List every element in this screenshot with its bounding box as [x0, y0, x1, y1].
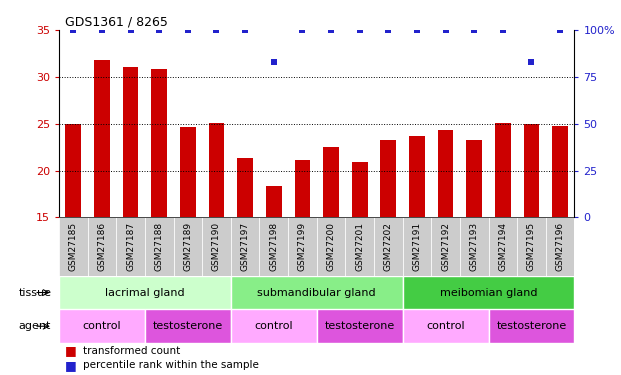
- Bar: [402, 276, 574, 309]
- Text: GSM27191: GSM27191: [412, 222, 422, 271]
- Bar: [546, 217, 574, 276]
- Text: GSM27192: GSM27192: [441, 222, 450, 271]
- Text: GSM27198: GSM27198: [270, 222, 278, 271]
- Bar: [94, 60, 110, 217]
- Bar: [231, 217, 260, 276]
- Bar: [231, 309, 317, 343]
- Bar: [438, 130, 453, 218]
- Point: [183, 27, 193, 33]
- Text: lacrimal gland: lacrimal gland: [105, 288, 184, 297]
- Bar: [152, 69, 167, 218]
- Text: GSM27195: GSM27195: [527, 222, 536, 271]
- Text: GSM27186: GSM27186: [97, 222, 106, 271]
- Point: [527, 59, 537, 65]
- Bar: [231, 276, 402, 309]
- Bar: [145, 217, 173, 276]
- Text: GSM27189: GSM27189: [183, 222, 193, 271]
- Bar: [294, 160, 310, 218]
- Bar: [180, 127, 196, 218]
- Bar: [317, 217, 345, 276]
- Bar: [381, 140, 396, 218]
- Text: ■: ■: [65, 358, 77, 372]
- Bar: [466, 140, 482, 218]
- Text: control: control: [426, 321, 465, 331]
- Text: GSM27187: GSM27187: [126, 222, 135, 271]
- Text: GSM27199: GSM27199: [298, 222, 307, 271]
- Bar: [402, 217, 431, 276]
- Bar: [517, 217, 546, 276]
- Bar: [495, 123, 510, 218]
- Point: [297, 27, 307, 33]
- Bar: [524, 124, 540, 218]
- Point: [355, 27, 365, 33]
- Bar: [288, 217, 317, 276]
- Bar: [345, 217, 374, 276]
- Point: [212, 27, 222, 33]
- Point: [326, 27, 336, 33]
- Bar: [460, 217, 489, 276]
- Point: [498, 27, 508, 33]
- Bar: [402, 309, 489, 343]
- Text: GSM27185: GSM27185: [69, 222, 78, 271]
- Bar: [59, 276, 231, 309]
- Bar: [237, 158, 253, 218]
- Bar: [317, 309, 402, 343]
- Bar: [489, 217, 517, 276]
- Text: GSM27200: GSM27200: [327, 222, 335, 271]
- Bar: [116, 217, 145, 276]
- Bar: [88, 217, 116, 276]
- Text: transformed count: transformed count: [83, 346, 180, 356]
- Text: tissue: tissue: [19, 288, 52, 297]
- Text: submandibular gland: submandibular gland: [257, 288, 376, 297]
- Text: GSM27196: GSM27196: [556, 222, 564, 271]
- Text: GSM27188: GSM27188: [155, 222, 164, 271]
- Text: percentile rank within the sample: percentile rank within the sample: [83, 360, 258, 370]
- Text: control: control: [255, 321, 293, 331]
- Text: GSM27201: GSM27201: [355, 222, 364, 271]
- Bar: [552, 126, 568, 218]
- Bar: [323, 147, 339, 218]
- Point: [68, 27, 78, 33]
- Point: [97, 27, 107, 33]
- Text: GSM27202: GSM27202: [384, 222, 393, 271]
- Bar: [409, 136, 425, 218]
- Point: [154, 27, 164, 33]
- Text: testosterone: testosterone: [496, 321, 566, 331]
- Text: ■: ■: [65, 345, 77, 357]
- Text: GSM27190: GSM27190: [212, 222, 221, 271]
- Text: GSM27194: GSM27194: [498, 222, 507, 271]
- Point: [441, 27, 451, 33]
- Bar: [374, 217, 402, 276]
- Text: testosterone: testosterone: [153, 321, 223, 331]
- Bar: [202, 217, 231, 276]
- Point: [383, 27, 393, 33]
- Text: testosterone: testosterone: [325, 321, 395, 331]
- Bar: [351, 162, 368, 218]
- Text: agent: agent: [19, 321, 51, 331]
- Bar: [266, 186, 282, 218]
- Text: meibomian gland: meibomian gland: [440, 288, 537, 297]
- Point: [412, 27, 422, 33]
- Point: [469, 27, 479, 33]
- Bar: [209, 123, 224, 218]
- Bar: [123, 67, 138, 218]
- Point: [555, 27, 565, 33]
- Bar: [489, 309, 574, 343]
- Point: [240, 27, 250, 33]
- Text: GSM27197: GSM27197: [240, 222, 250, 271]
- Bar: [59, 217, 88, 276]
- Bar: [431, 217, 460, 276]
- Bar: [260, 217, 288, 276]
- Text: GSM27193: GSM27193: [469, 222, 479, 271]
- Text: control: control: [83, 321, 121, 331]
- Point: [125, 27, 135, 33]
- Bar: [173, 217, 202, 276]
- Bar: [145, 309, 231, 343]
- Text: GDS1361 / 8265: GDS1361 / 8265: [65, 15, 168, 28]
- Point: [269, 59, 279, 65]
- Bar: [59, 309, 145, 343]
- Bar: [65, 124, 81, 218]
